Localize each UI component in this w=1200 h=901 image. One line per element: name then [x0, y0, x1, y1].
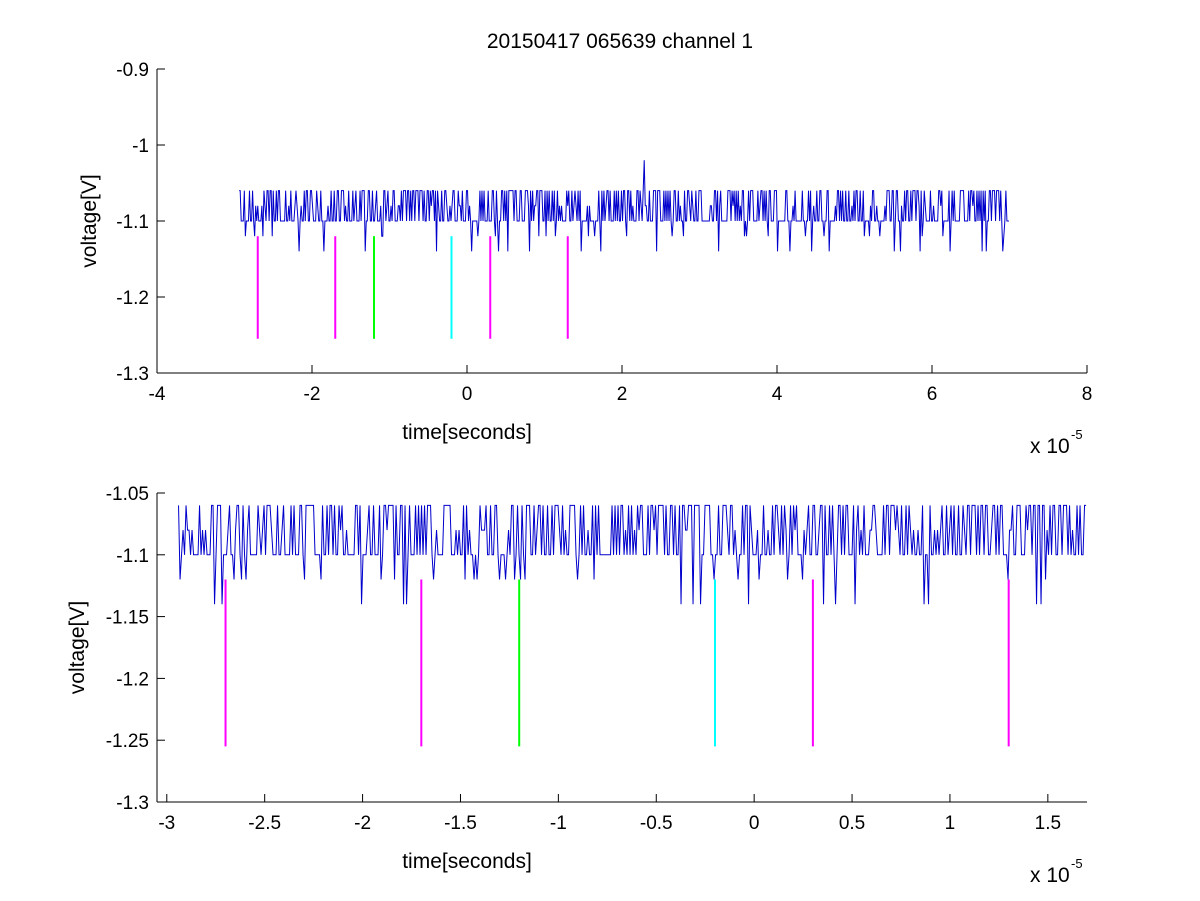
x-tick-label: 1.5: [1035, 813, 1061, 834]
top-plot: -4 -2 0 2 4 6 8 -0.9 -1 -1.1 -1.2 -1.3 time[seconds]…: [78, 60, 1092, 458]
x-multiplier-exponent: -5: [1071, 427, 1083, 442]
x-tick-label: -2: [354, 813, 371, 834]
chart-title: 20150417 065639 channel 1: [487, 30, 753, 53]
x-tick-label: 6: [927, 384, 938, 405]
x-tick-label: 2: [617, 384, 628, 405]
x-multiplier-exponent: -5: [1071, 856, 1083, 871]
x-multiplier-label: x 10: [1030, 864, 1070, 887]
y-tick-label: -1.15: [106, 608, 149, 629]
y-tick-label: -1.2: [116, 669, 149, 690]
x-axis-label: time[seconds]: [402, 850, 532, 873]
x-tick-label: 0.5: [839, 813, 865, 834]
x-axis-label: time[seconds]: [402, 421, 532, 444]
y-tick-label: -1.2: [116, 288, 149, 309]
y-tick-label: -1: [132, 136, 149, 157]
x-tick-label: -0.5: [640, 813, 673, 834]
signal-series-line: [178, 504, 1087, 605]
x-tick-label: -2.5: [248, 813, 281, 834]
y-tick-label: -1.1: [116, 546, 149, 567]
x-tick-label: -4: [149, 384, 166, 405]
x-tick-label: 1: [945, 813, 956, 834]
x-tick-label: -3: [158, 813, 175, 834]
x-tick-label: 0: [462, 384, 473, 405]
y-tick-label: -1.25: [106, 731, 149, 752]
y-tick-label: -1.3: [116, 793, 149, 814]
y-tick-label: -1.05: [106, 484, 149, 505]
signal-series-line: [239, 160, 1009, 252]
x-tick-label: -1: [550, 813, 567, 834]
x-tick-label: -1.5: [444, 813, 477, 834]
y-tick-label: -1.1: [116, 212, 149, 233]
x-multiplier-label: x 10: [1030, 435, 1070, 458]
x-tick-label: 0: [749, 813, 760, 834]
y-axis-label: voltage[V]: [66, 601, 89, 694]
y-tick-label: -0.9: [116, 60, 149, 81]
x-tick-label: -2: [304, 384, 321, 405]
y-axis-label: voltage[V]: [78, 174, 101, 267]
x-tick-label: 4: [772, 384, 783, 405]
bottom-plot: -3 -2.5 -2 -1.5 -1 -0.5 0 0.5 1 1.5 -1.05 -1.1 -1.15…: [66, 484, 1087, 887]
x-tick-label: 8: [1082, 384, 1093, 405]
y-tick-label: -1.3: [116, 364, 149, 385]
